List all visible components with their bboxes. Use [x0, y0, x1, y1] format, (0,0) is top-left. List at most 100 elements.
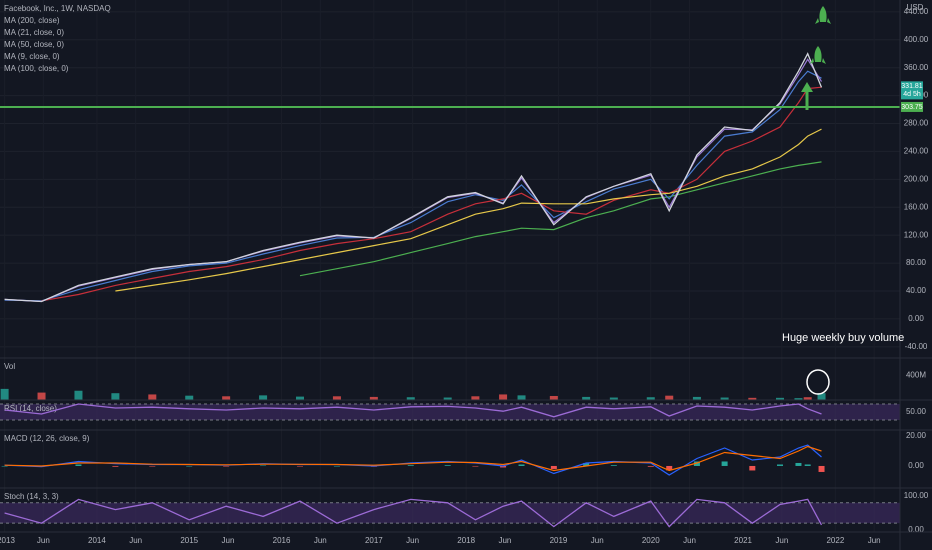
volume-bar	[443, 397, 452, 400]
x-tick-label: 2015	[180, 536, 198, 545]
legend-entry: MA (50, close, 0)	[4, 40, 64, 49]
histogram-bar	[407, 465, 414, 466]
histogram-bar	[795, 462, 802, 466]
band-fill	[0, 404, 900, 420]
volume-bar	[549, 395, 558, 400]
y-tick-label: 360.00	[904, 63, 929, 72]
volume-bar	[222, 396, 231, 400]
y-tick-label: 0.00	[908, 525, 924, 534]
histogram-bar	[149, 465, 156, 467]
x-tick-label: 2017	[365, 536, 383, 545]
y-tick-label: 80.00	[906, 258, 927, 267]
volume-bar	[471, 396, 480, 400]
legend-entry: MA (200, close)	[4, 16, 60, 25]
x-tick-label: Jun	[683, 536, 696, 545]
volume-bar	[369, 396, 378, 400]
histogram-bar	[186, 465, 193, 467]
x-tick-label: Jun	[406, 536, 419, 545]
pane-title: Stoch (14, 3, 3)	[4, 492, 59, 501]
price-line	[4, 52, 823, 303]
x-tick-label: 2022	[826, 536, 844, 545]
volume-bar	[776, 397, 784, 400]
volume-bar	[74, 390, 83, 400]
histogram-bar	[550, 465, 557, 469]
volume-bar	[582, 396, 591, 400]
band-fill	[0, 502, 900, 524]
rocket-icons	[810, 6, 831, 64]
histogram-bar	[75, 464, 82, 466]
pane-title: Facebook, Inc., 1W, NASDAQ	[4, 4, 111, 13]
y-tick-label: 40.00	[906, 286, 927, 295]
x-tick-label: 2018	[457, 536, 475, 545]
y-tick-label: 50.00	[906, 407, 927, 416]
histogram-bar	[693, 461, 700, 466]
x-tick-label: Jun	[591, 536, 604, 545]
y-tick-label: 440.00	[904, 7, 929, 16]
volume-circle	[806, 369, 830, 395]
y-tick-label: 20.00	[906, 431, 927, 440]
pane-title: Vol	[4, 362, 15, 371]
y-tick-label: 200.00	[904, 174, 929, 183]
countdown-label: 4d 5h	[903, 91, 921, 98]
x-tick-label: 2016	[273, 536, 291, 545]
histogram-bar	[444, 465, 451, 466]
x-tick-label: 2013	[0, 536, 15, 545]
x-tick-label: 2014	[88, 536, 106, 545]
price-line	[4, 403, 822, 418]
pane-title: MACD (12, 26, close, 9)	[4, 434, 90, 443]
y-tick-label: 0.00	[908, 461, 924, 470]
histogram-bar	[1, 465, 8, 467]
y-tick-label: 240.00	[904, 147, 929, 156]
x-tick-label: Jun	[314, 536, 327, 545]
histogram-bar	[721, 461, 728, 466]
x-tick-label: 2021	[734, 536, 752, 545]
y-tick-label: -40.00	[905, 342, 928, 351]
ma-line	[41, 86, 822, 302]
volume-bar	[296, 396, 304, 400]
volume-bar	[332, 396, 341, 400]
y-tick-label: 0.00	[908, 314, 924, 323]
ma-line	[299, 161, 822, 277]
histogram-bar	[583, 462, 590, 466]
y-tick-label: 100.00	[904, 491, 929, 500]
price-line	[4, 498, 823, 528]
x-tick-label: Jun	[498, 536, 511, 545]
histogram-bar	[260, 465, 267, 467]
volume-bar	[499, 394, 508, 400]
volume-bar	[692, 396, 701, 400]
x-tick-label: 2020	[642, 536, 660, 545]
volume-bar	[111, 393, 120, 400]
annotation: Huge weekly buy volume	[782, 332, 904, 344]
pane-title: RSI (14, close)	[4, 404, 57, 413]
ma-line	[115, 128, 822, 292]
x-tick-label: Jun	[868, 536, 881, 545]
volume-bar	[794, 398, 803, 400]
volume-bar	[817, 393, 826, 400]
legend-entry: MA (21, close, 0)	[4, 28, 64, 37]
histogram-bar	[610, 465, 617, 466]
up-arrow	[801, 82, 813, 110]
histogram-bar	[749, 465, 756, 471]
histogram-bar	[333, 465, 340, 467]
histogram-bar	[647, 465, 654, 467]
y-tick-label: 160.00	[904, 202, 929, 211]
legend-entry: MA (9, close, 0)	[4, 52, 60, 61]
histogram-bar	[500, 465, 507, 468]
volume-bar	[646, 397, 655, 400]
y-tick-label: 280.00	[904, 119, 929, 128]
ma-line	[4, 445, 822, 472]
histogram-bar	[472, 465, 479, 467]
y-tick-label: 120.00	[904, 230, 929, 239]
histogram-bar	[223, 465, 230, 467]
volume-bar	[37, 392, 46, 400]
volume-bar	[259, 395, 268, 400]
x-tick-label: Jun	[222, 536, 235, 545]
volume-bar	[748, 397, 757, 400]
histogram-bar	[297, 465, 303, 467]
last-price-tag	[901, 81, 923, 100]
x-tick-label: Jun	[129, 536, 142, 545]
price-tag-label: 303.75	[901, 104, 923, 111]
y-tick-label: 400.00	[904, 35, 929, 44]
